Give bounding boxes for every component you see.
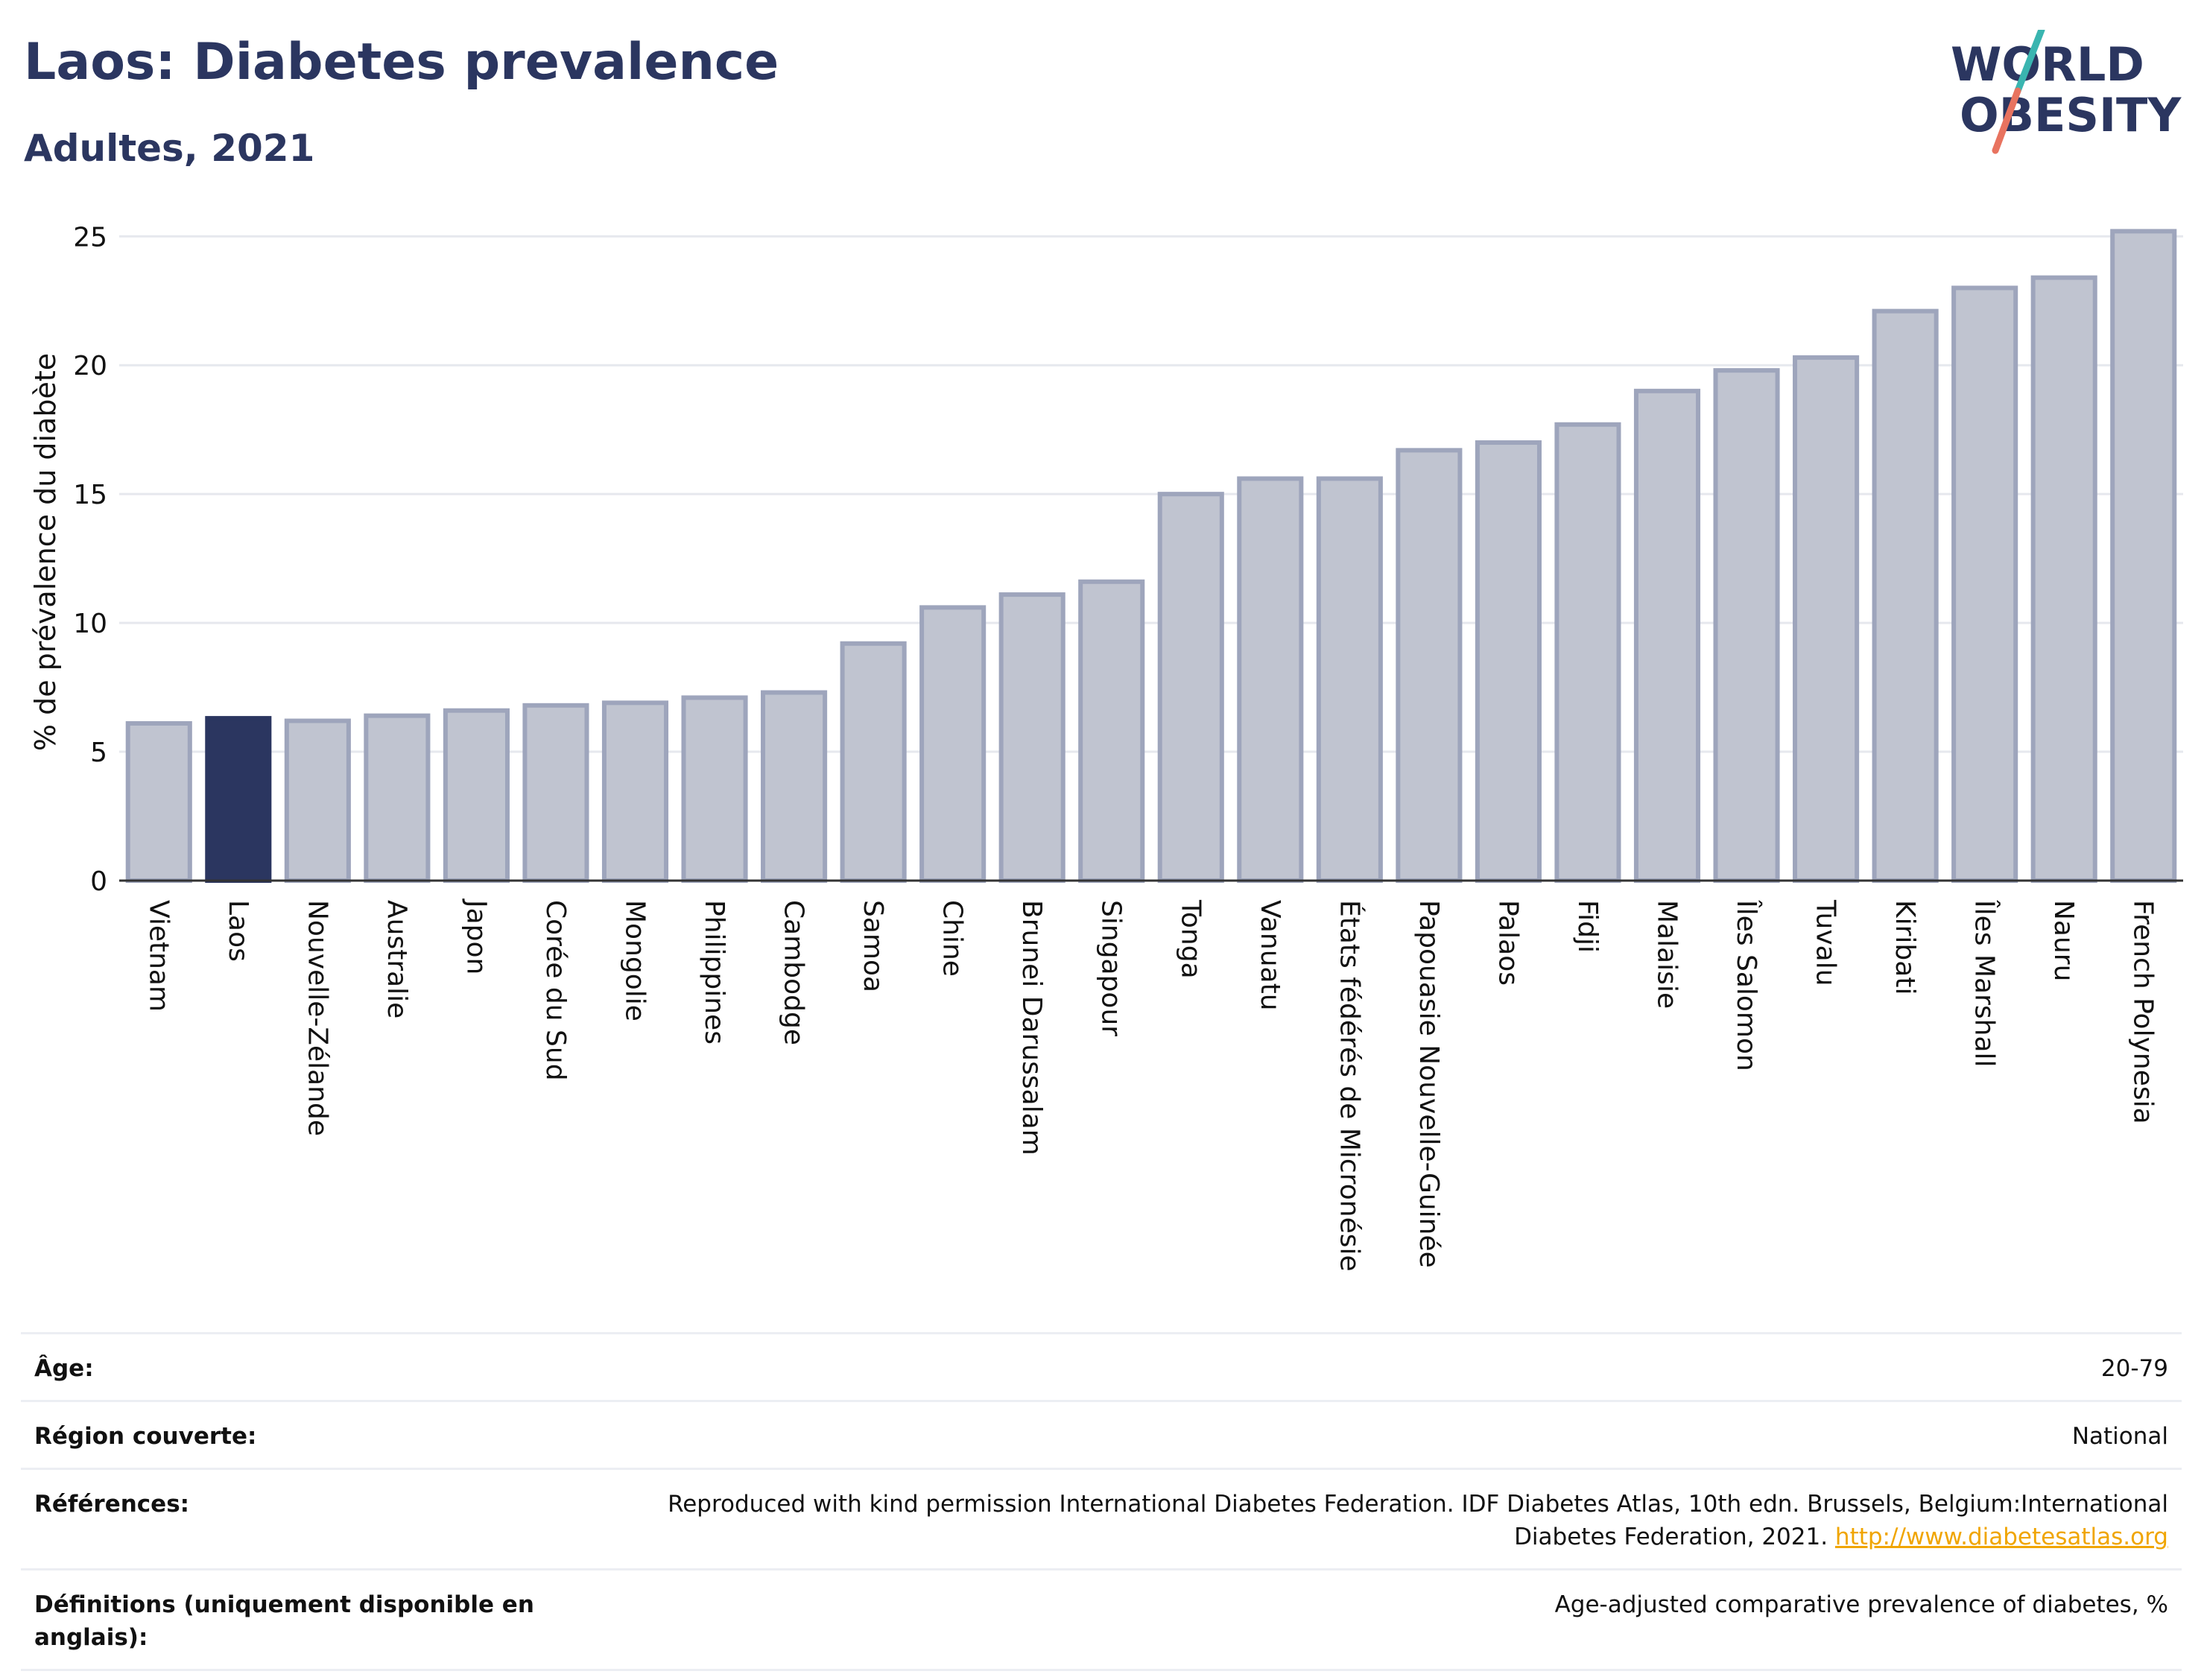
age-value: 20-79 [2100, 1355, 2168, 1382]
label-layer: 0 5 10 15 20 25 Vietnam Laos Nouvelle-Zélande Aus… [73, 222, 2159, 1271]
bar-brunei-darussalam [998, 592, 1065, 884]
x-tick-label: Philippines [699, 900, 729, 1045]
x-tick-label: Îles Marshall [1969, 899, 2001, 1068]
bar-nauru [2030, 275, 2097, 883]
x-tick-label: Brunei Darussalam [1016, 900, 1047, 1156]
x-tick-label: Tuvalu [1811, 899, 1841, 986]
bar-tuvalu [1793, 355, 1860, 883]
x-tick-label: Corée du Sud [540, 900, 571, 1081]
x-tick-label: French Polynesia [2128, 900, 2159, 1124]
x-tick-label: Vietnam [143, 900, 174, 1012]
page-title: Laos: Diabetes prevalence [24, 33, 779, 92]
world-obesity-logo: WORLD OBESITY [1951, 30, 2182, 154]
x-tick-label: Singapour [1096, 900, 1127, 1036]
bar-malaisie [1633, 388, 1701, 883]
references-link[interactable]: http://www.diabetesatlas.org [1834, 1524, 2168, 1550]
y-tick-label: 20 [73, 351, 107, 381]
age-label: Âge: [34, 1355, 94, 1382]
y-tick-label: 5 [90, 738, 107, 768]
bar-chine [919, 605, 987, 883]
x-tick-label: Papouasie Nouvelle-Guinée [1413, 900, 1444, 1268]
x-tick-label: Îles Salomon [1731, 899, 1762, 1071]
x-tick-label: Fidji [1572, 900, 1603, 953]
bar-vanuatu [1237, 476, 1304, 883]
bar-nouvelle-zélande [284, 718, 351, 883]
bar-samoa [840, 641, 907, 883]
x-tick-label: Malaisie [1652, 900, 1682, 1009]
bar-fidji [1554, 422, 1621, 883]
bar-palaos [1475, 440, 1542, 883]
bar-tonga [1157, 492, 1224, 883]
bar-îles-marshall [1951, 285, 2018, 883]
x-tick-label: Nauru [2048, 900, 2079, 981]
bar-vietnam [125, 721, 192, 884]
bar-chart: 0 5 10 15 20 25 Vietnam Laos Nouvelle-Zélande Aus… [29, 222, 2183, 1272]
x-tick-label: Mongolie [620, 900, 650, 1021]
logo-slash-coral [1992, 87, 2021, 154]
bar-layer [125, 229, 2177, 884]
x-tick-label: Kiribati [1890, 900, 1920, 995]
x-tick-label: Tonga [1175, 899, 1206, 979]
metadata-table: Âge: 20-79 Région couverte: National Réf… [21, 1332, 2182, 1671]
bar-philippines [681, 695, 748, 883]
logo-slash-teal [2014, 30, 2045, 95]
meta-row-age: Âge: 20-79 [21, 1332, 2182, 1400]
bar-états-fédérés-de-micronésie [1316, 476, 1383, 883]
y-tick-label: 0 [90, 866, 107, 897]
x-tick-label: Samoa [858, 900, 888, 992]
bar-corée-du-sud [522, 703, 589, 883]
bar-singapour [1078, 579, 1145, 884]
y-tick-label: 25 [73, 222, 107, 253]
definitions-label: Définitions (uniquement disponible en an… [34, 1591, 534, 1651]
y-axis-label: % de prévalence du diabète [29, 353, 62, 751]
bar-laos [205, 716, 272, 883]
bar-cambodge [761, 690, 828, 883]
x-tick-label: Cambodge [779, 900, 809, 1045]
bar-mongolie [601, 700, 669, 884]
x-tick-label: Chine [937, 900, 968, 977]
definitions-value: Age-adjusted comparative prevalence of d… [1554, 1591, 2168, 1618]
bar-japon [443, 708, 510, 883]
references-label: Références: [34, 1491, 190, 1518]
y-tick-label: 10 [73, 609, 107, 639]
bar-kiribati [1872, 308, 1939, 884]
x-tick-label: Japon [460, 898, 491, 974]
bar-french-polynesia [2110, 229, 2177, 883]
meta-row-references: Références: Reproduced with kind permiss… [21, 1468, 2182, 1568]
meta-row-definitions: Définitions (uniquement disponible en an… [21, 1568, 2182, 1671]
x-tick-label: États fédérés de Micronésie [1334, 900, 1365, 1272]
x-tick-label: Vanuatu [1255, 900, 1285, 1011]
bar-papouasie-nouvelle-guinée [1396, 448, 1463, 883]
page-subtitle: Adultes, 2021 [24, 127, 315, 170]
x-tick-label: Palaos [1492, 900, 1523, 986]
y-tick-label: 15 [73, 480, 107, 510]
x-tick-label: Nouvelle-Zélande [302, 900, 332, 1136]
references-text: Reproduced with kind permission Internat… [668, 1491, 2168, 1550]
logo-line-world: WORLD [1951, 37, 2144, 92]
region-label: Région couverte: [34, 1423, 257, 1450]
bar-îles-salomon [1713, 368, 1780, 883]
x-tick-label: Laos [223, 900, 253, 962]
logo-line-obesity: OBESITY [1960, 88, 2182, 142]
bar-australie [364, 713, 431, 884]
x-tick-label: Australie [381, 900, 412, 1018]
references-value: Reproduced with kind permission Internat… [641, 1488, 2168, 1553]
region-value: National [2071, 1423, 2168, 1450]
meta-row-region: Région couverte: National [21, 1400, 2182, 1468]
